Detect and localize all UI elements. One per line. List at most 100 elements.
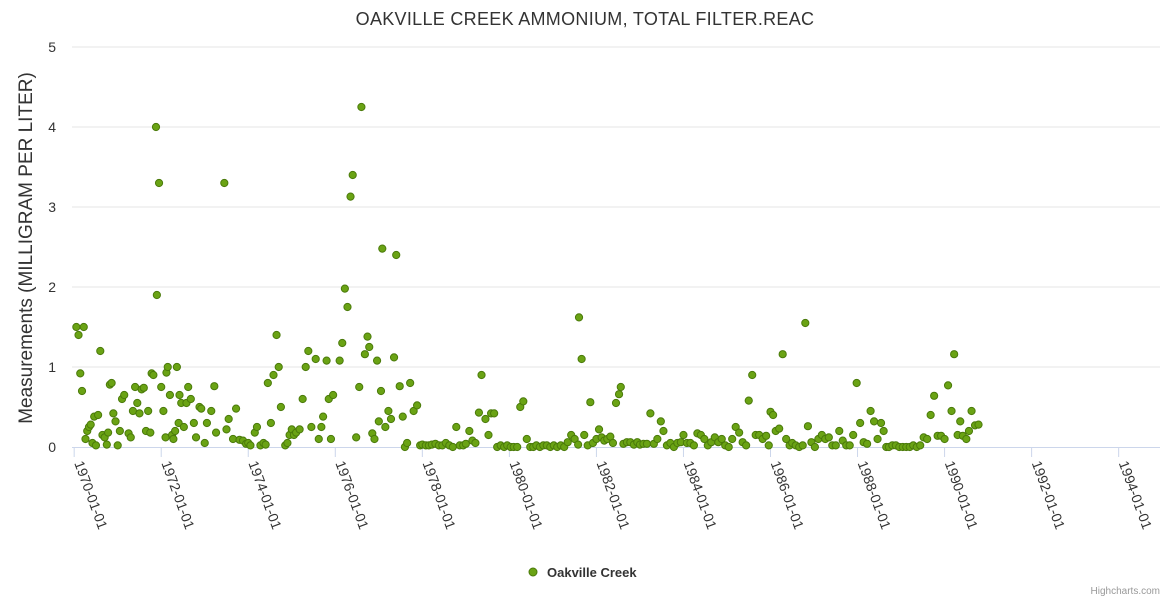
data-point[interactable]: [231, 404, 241, 413]
data-point[interactable]: [346, 192, 355, 201]
data-point[interactable]: [77, 386, 87, 396]
data-point[interactable]: [748, 370, 757, 380]
data-point[interactable]: [360, 350, 369, 359]
data-point[interactable]: [224, 414, 233, 424]
data-point[interactable]: [154, 178, 164, 188]
data-point[interactable]: [376, 386, 386, 396]
data-point[interactable]: [490, 409, 499, 418]
data-point[interactable]: [947, 406, 956, 416]
data-point[interactable]: [307, 422, 316, 432]
data-point[interactable]: [266, 418, 275, 428]
legend-label[interactable]: Oakville Creek: [547, 565, 637, 580]
data-point[interactable]: [863, 439, 872, 448]
data-point[interactable]: [274, 362, 283, 372]
data-point[interactable]: [461, 439, 470, 448]
data-point[interactable]: [133, 398, 142, 408]
data-point[interactable]: [866, 406, 875, 416]
data-point[interactable]: [724, 442, 733, 452]
data-point[interactable]: [102, 440, 111, 449]
data-point[interactable]: [200, 438, 209, 448]
data-point[interactable]: [594, 425, 604, 434]
data-point[interactable]: [326, 434, 336, 444]
data-point[interactable]: [74, 330, 83, 340]
data-point[interactable]: [513, 442, 522, 452]
data-point[interactable]: [471, 438, 480, 448]
data-point[interactable]: [295, 425, 304, 434]
data-point[interactable]: [950, 350, 959, 359]
data-point[interactable]: [519, 397, 528, 406]
data-point[interactable]: [81, 434, 90, 444]
data-point[interactable]: [798, 441, 807, 450]
data-point[interactable]: [283, 438, 292, 448]
data-point[interactable]: [856, 418, 865, 428]
data-point[interactable]: [370, 434, 379, 444]
data-point[interactable]: [700, 434, 709, 444]
data-point[interactable]: [319, 412, 328, 421]
data-point[interactable]: [522, 434, 531, 444]
data-point[interactable]: [769, 410, 778, 420]
data-point[interactable]: [220, 178, 229, 188]
data-point[interactable]: [126, 433, 135, 442]
data-point[interactable]: [940, 434, 949, 444]
data-point[interactable]: [111, 417, 120, 426]
data-point[interactable]: [252, 422, 262, 432]
data-point[interactable]: [151, 122, 161, 132]
data-point[interactable]: [207, 406, 216, 416]
data-point[interactable]: [94, 410, 103, 420]
data-point[interactable]: [646, 409, 655, 418]
data-point[interactable]: [169, 434, 178, 444]
data-point[interactable]: [873, 434, 882, 444]
data-point[interactable]: [355, 382, 364, 392]
data-point[interactable]: [352, 433, 361, 442]
data-point[interactable]: [113, 441, 122, 450]
data-point[interactable]: [845, 441, 854, 450]
data-point[interactable]: [115, 426, 124, 436]
data-point[interactable]: [222, 425, 231, 434]
data-point[interactable]: [357, 102, 366, 112]
data-point[interactable]: [824, 433, 833, 442]
data-point[interactable]: [403, 438, 412, 448]
data-point[interactable]: [179, 422, 188, 432]
credits-link[interactable]: Highcharts.com: [1091, 586, 1160, 597]
data-point[interactable]: [778, 350, 787, 359]
data-point[interactable]: [869, 417, 879, 426]
data-point[interactable]: [775, 424, 784, 433]
data-point[interactable]: [109, 409, 118, 418]
data-point[interactable]: [197, 404, 206, 413]
data-point[interactable]: [392, 250, 401, 260]
data-point[interactable]: [163, 362, 172, 372]
data-point[interactable]: [398, 412, 407, 421]
data-point[interactable]: [386, 414, 396, 424]
data-point[interactable]: [956, 417, 965, 426]
data-point[interactable]: [76, 369, 85, 378]
data-point[interactable]: [642, 439, 651, 448]
data-point[interactable]: [395, 382, 404, 391]
data-point[interactable]: [962, 434, 971, 444]
data-point[interactable]: [144, 406, 153, 416]
data-point[interactable]: [574, 440, 583, 449]
data-point[interactable]: [91, 441, 101, 450]
data-point[interactable]: [967, 406, 976, 416]
data-point[interactable]: [86, 420, 95, 429]
data-point[interactable]: [586, 398, 595, 407]
data-point[interactable]: [465, 426, 474, 436]
data-point[interactable]: [269, 370, 278, 380]
data-point[interactable]: [372, 356, 382, 365]
data-point[interactable]: [329, 390, 338, 400]
data-point[interactable]: [608, 438, 618, 448]
data-point[interactable]: [764, 441, 773, 450]
data-point[interactable]: [930, 391, 939, 400]
data-point[interactable]: [762, 431, 771, 440]
data-point[interactable]: [452, 422, 461, 432]
data-point[interactable]: [135, 409, 144, 418]
data-point[interactable]: [184, 382, 193, 392]
data-point[interactable]: [139, 383, 148, 392]
data-point[interactable]: [146, 428, 155, 437]
data-point[interactable]: [149, 370, 158, 380]
data-point[interactable]: [735, 428, 744, 437]
data-point[interactable]: [365, 342, 374, 352]
data-point[interactable]: [389, 353, 399, 362]
data-point[interactable]: [157, 382, 166, 392]
data-point[interactable]: [831, 441, 840, 450]
data-point[interactable]: [616, 382, 625, 392]
